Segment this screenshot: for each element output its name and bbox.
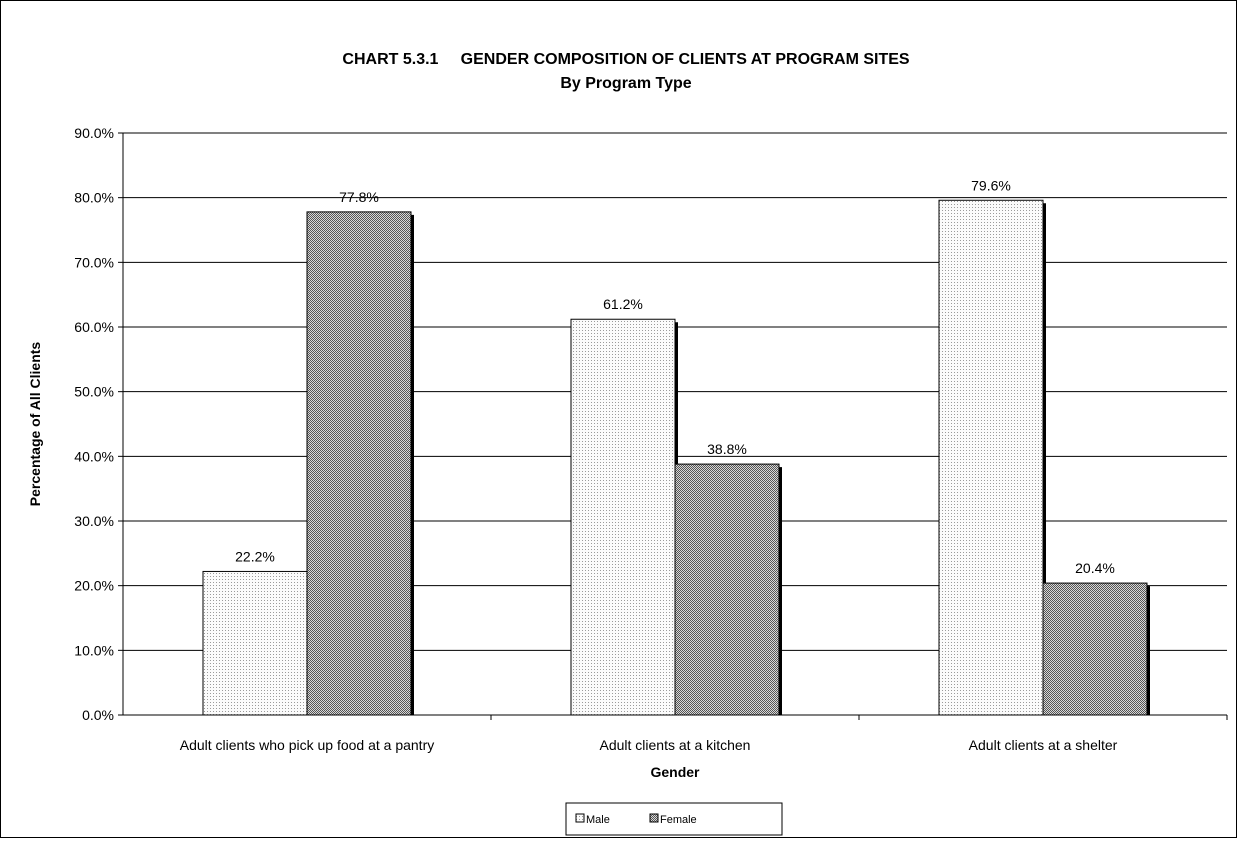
y-tick-label: 30.0% [74,513,114,529]
bar-male [570,318,676,716]
x-tick-label: Adult clients who pick up food at a pant… [180,737,434,753]
x-axis-label: Gender [650,764,700,780]
chart-title: CHART 5.3.1 GENDER COMPOSITION OF CLIENT… [342,51,909,68]
bar-male [202,570,308,716]
x-tick-label: Adult clients at a shelter [969,737,1118,753]
legend-label-male: Male [586,814,610,826]
y-tick-label: 90.0% [74,125,114,141]
y-tick-label: 0.0% [82,707,114,723]
bar-male [938,199,1044,716]
legend: Male Female [565,802,783,836]
y-tick-label: 40.0% [74,448,114,464]
bar-female [1042,582,1148,716]
y-tick-label: 50.0% [74,384,114,400]
legend-label-female: Female [660,814,697,826]
y-tick-label: 70.0% [74,254,114,270]
bar-female [306,211,412,716]
y-tick-label: 80.0% [74,190,114,206]
legend-box [565,802,783,836]
data-label-female: 38.8% [707,441,747,457]
data-label-male: 79.6% [971,177,1011,193]
y-axis-label: Percentage of All Clients [27,342,43,507]
data-label-male: 61.2% [603,296,643,312]
y-tick-label: 10.0% [74,642,114,658]
legend-swatch-male [575,813,585,823]
y-tick-label: 20.0% [74,578,114,594]
x-tick-label: Adult clients at a kitchen [600,737,751,753]
x-axis-ticks: Adult clients who pick up food at a pant… [180,715,1228,753]
bars [202,199,1150,716]
data-label-female: 77.8% [339,189,379,205]
legend-swatch-female [649,813,659,823]
bar-female [674,463,780,716]
y-tick-label: 60.0% [74,319,114,335]
data-label-female: 20.4% [1075,560,1115,576]
chart-subtitle: By Program Type [560,75,691,92]
data-labels: 22.2% 77.8% 61.2% 38.8% 79.6% 20.4% [235,177,1115,576]
data-label-male: 22.2% [235,548,275,564]
y-axis-ticks: 0.0% 10.0% 20.0% 30.0% 40.0% 50.0% 60.0% 70.0% 8… [74,125,123,723]
